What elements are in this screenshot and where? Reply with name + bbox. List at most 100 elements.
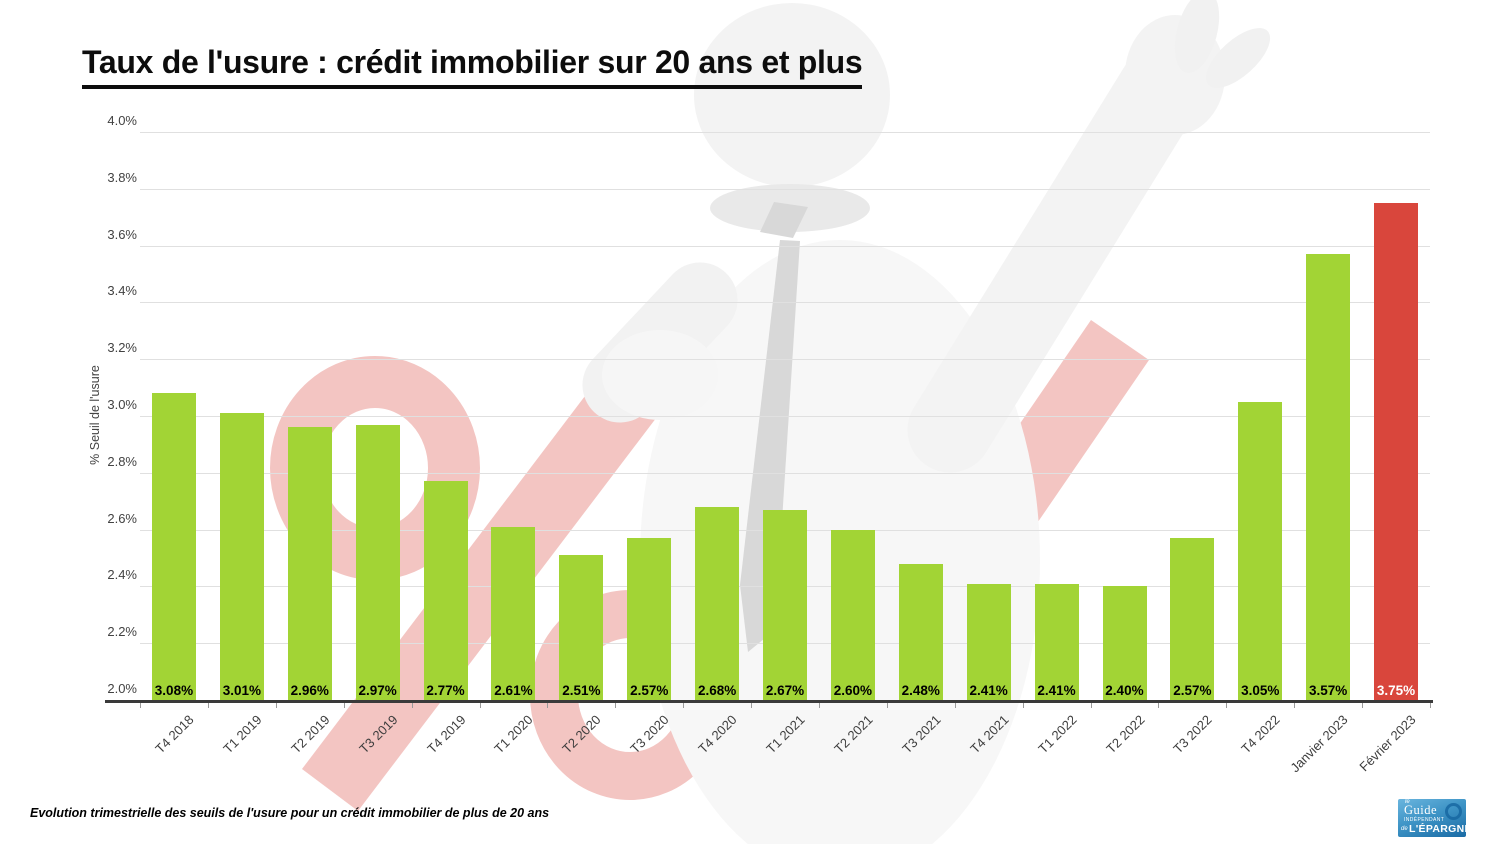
bar-value-label: 3.57% — [1308, 683, 1348, 698]
x-axis-tick — [615, 703, 617, 708]
bar-value-label: 2.77% — [426, 683, 465, 698]
y-axis-tick-label: 2.2% — [107, 624, 137, 640]
chart-title: Taux de l'usure : crédit immobilier sur … — [82, 44, 863, 89]
bar-value-label: 2.60% — [833, 683, 872, 698]
bar-t4-2018 — [151, 393, 196, 700]
x-axis-tick — [1022, 703, 1024, 708]
bar-value-label: 2.67% — [765, 683, 805, 698]
bar-value-label: 2.48% — [901, 683, 940, 698]
x-axis-tick — [479, 703, 481, 708]
y-axis-tick-label: 4.0% — [107, 113, 137, 128]
y-axis-tick-label: 3.2% — [107, 340, 137, 356]
bar-value-label: 2.61% — [494, 683, 533, 698]
x-axis-tick — [818, 703, 820, 708]
x-axis-tick — [1158, 703, 1160, 708]
bar-value-label: 2.51% — [562, 683, 601, 698]
bar-t3-2020 — [627, 538, 672, 700]
logo-de-text: de — [1401, 826, 1408, 832]
x-axis-label: T2 2022 — [1102, 712, 1148, 757]
x-axis-label: T2 2021 — [831, 712, 876, 757]
x-axis-tick — [1090, 703, 1092, 708]
bar-t1-2021 — [763, 509, 807, 700]
x-axis-label: T4 2020 — [695, 712, 740, 757]
x-axis-tick — [1226, 703, 1228, 708]
logo-le-text: le — [1405, 799, 1410, 805]
bar-t2-2021 — [830, 529, 875, 700]
y-axis-tick-label: 3.0% — [107, 397, 137, 412]
bar-t4-2019 — [423, 481, 468, 700]
bar-février-2023 — [1374, 203, 1419, 700]
bar-value-label: 3.05% — [1241, 683, 1280, 698]
bar-value-label: 2.97% — [358, 683, 397, 698]
bar-value-label: 2.68% — [697, 683, 737, 698]
bar-value-label: 2.96% — [290, 683, 329, 698]
bar-t3-2021 — [898, 563, 943, 700]
chart-caption: Evolution trimestrielle des seuils de l'… — [30, 806, 550, 820]
y-axis-tick-label: 3.8% — [107, 169, 137, 185]
gridline-3.8% — [140, 188, 1430, 190]
x-axis-tick — [547, 703, 549, 708]
bar-t2-2019 — [287, 427, 332, 700]
bar-t4-2022 — [1238, 401, 1283, 700]
bar-value-label: 2.57% — [630, 683, 669, 698]
x-axis-label: T4 2021 — [966, 712, 1012, 757]
y-axis-tick-label: 2.6% — [107, 510, 137, 526]
x-axis-tick — [751, 703, 753, 708]
bar-t2-2020 — [559, 555, 604, 700]
y-axis-tick-label: 3.6% — [107, 226, 137, 242]
gridline-2.8% — [140, 472, 1430, 474]
gridline-3.6% — [140, 245, 1430, 247]
x-axis-label: T1 2021 — [763, 712, 808, 757]
x-axis-tick — [1362, 703, 1364, 708]
x-axis-tick — [1430, 703, 1431, 708]
x-axis-label: T3 2022 — [1170, 712, 1215, 757]
x-axis-label: T3 2021 — [899, 712, 944, 757]
x-axis-tick — [954, 703, 956, 708]
x-axis-label: T1 2022 — [1034, 712, 1080, 757]
bar-value-label: 2.41% — [969, 683, 1008, 698]
gridline-4.0% — [140, 132, 1430, 133]
logo-ring-icon — [1445, 803, 1462, 820]
bar-t3-2022 — [1170, 538, 1215, 700]
x-axis-tick — [207, 703, 209, 708]
x-axis-label: Janvier 2023 — [1287, 712, 1351, 776]
bar-value-label: 3.08% — [154, 683, 194, 698]
bar-t4-2021 — [966, 583, 1011, 700]
bar-t2-2022 — [1102, 586, 1147, 700]
x-axis-label: T4 2022 — [1238, 712, 1283, 757]
bar-value-label: 3.75% — [1376, 683, 1416, 698]
x-axis-tick — [683, 703, 685, 708]
x-axis-tick — [140, 703, 141, 708]
guide-epargne-logo: le Guide INDÉPENDANT de L'ÉPARGNE — [1398, 799, 1466, 837]
x-axis-tick — [1294, 703, 1296, 708]
y-axis-tick-label: 2.8% — [107, 453, 137, 469]
bar-value-label: 2.41% — [1037, 683, 1076, 698]
bar-t1-2020 — [491, 526, 536, 700]
bar-value-label: 2.40% — [1105, 683, 1144, 698]
x-axis-tick — [275, 703, 277, 708]
y-axis-title: % Seuil de l'usure — [88, 365, 102, 465]
bar-t4-2020 — [695, 506, 740, 700]
x-axis-tick — [886, 703, 888, 708]
logo-independant-text: INDÉPENDANT — [1404, 817, 1445, 823]
y-axis-tick-label: 2.4% — [107, 567, 137, 583]
logo-epargne-text: L'ÉPARGNE — [1409, 823, 1466, 835]
bar-janvier-2023 — [1306, 254, 1351, 700]
bar-value-label: 3.01% — [222, 683, 261, 698]
y-axis-tick-label: 2.0% — [107, 681, 137, 696]
x-axis-tick — [343, 703, 345, 708]
gridline-3.4% — [140, 302, 1430, 304]
x-axis-label: T3 2020 — [627, 712, 672, 757]
x-axis-line — [105, 700, 1433, 703]
gridline-3.0% — [140, 416, 1430, 417]
y-axis-tick-label: 3.4% — [107, 283, 137, 299]
bar-t3-2019 — [355, 424, 400, 700]
bar-t1-2022 — [1034, 583, 1079, 700]
x-axis-tick — [411, 703, 413, 708]
bar-value-label: 2.57% — [1173, 683, 1212, 698]
logo-guide-text: Guide — [1404, 803, 1438, 817]
bar-t1-2019 — [219, 413, 264, 700]
gridline-3.2% — [140, 359, 1430, 361]
